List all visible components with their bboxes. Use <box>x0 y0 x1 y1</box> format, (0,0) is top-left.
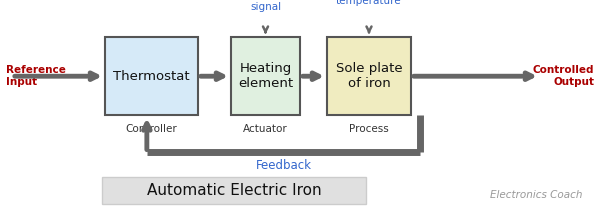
FancyBboxPatch shape <box>327 37 411 115</box>
Text: Heating
element: Heating element <box>238 62 293 90</box>
Text: Controlled
Output: Controlled Output <box>533 66 594 87</box>
Text: Actuator: Actuator <box>243 124 288 134</box>
FancyBboxPatch shape <box>105 37 198 115</box>
FancyBboxPatch shape <box>102 177 366 204</box>
Text: Actual
temperature: Actual temperature <box>336 0 402 6</box>
FancyBboxPatch shape <box>231 37 300 115</box>
Text: Sole plate
of iron: Sole plate of iron <box>335 62 403 90</box>
Text: Feedback: Feedback <box>256 159 311 172</box>
Text: Control
signal: Control signal <box>247 0 284 12</box>
Text: Thermostat: Thermostat <box>113 70 190 83</box>
Text: Controller: Controller <box>125 124 178 134</box>
Text: Reference
Input: Reference Input <box>6 66 66 87</box>
Text: Automatic Electric Iron: Automatic Electric Iron <box>146 183 322 198</box>
Text: Electronics Coach: Electronics Coach <box>490 190 582 200</box>
Text: Process: Process <box>349 124 389 134</box>
